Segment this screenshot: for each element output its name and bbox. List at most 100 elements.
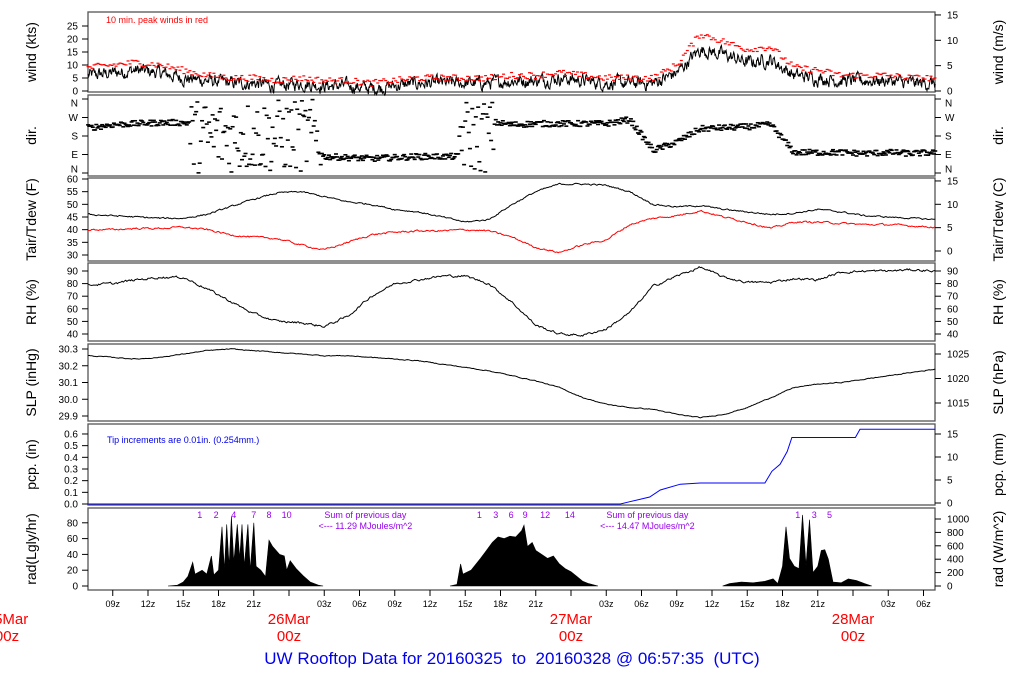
wind-series-wind-speed	[87, 43, 936, 97]
x-tick-label: 21z	[810, 599, 825, 609]
rad-daily-sum-value: <--- 14.47 MJoules/m^2	[600, 521, 695, 531]
rad-hour-label: 1	[795, 510, 800, 520]
pcp-ylabel-right: pcp. (mm)	[990, 433, 1006, 496]
dir-ytick-label-right: W	[945, 113, 955, 124]
rh-ytick-label-right: 50	[947, 317, 959, 328]
rad-hour-label: 8	[267, 510, 272, 520]
rad-ytick-label: 60	[67, 534, 79, 545]
pcp-ytick-label-right: 5	[947, 476, 953, 487]
wind-ytick-label-right: 10	[947, 36, 959, 47]
pcp-annotation: Tip increments are 0.01in. (0.254mm.)	[107, 435, 259, 445]
slp-ytick-label: 30.1	[59, 378, 79, 389]
rad-hour-label: 3	[493, 510, 498, 520]
slp-ylabel: SLP (inHg)	[23, 348, 39, 416]
pcp-ytick-label: 0.3	[64, 464, 78, 475]
rad-day-1-area	[167, 516, 324, 587]
x-date-label: 28Mar	[832, 611, 875, 628]
pcp-ylabel: pcp. (in)	[23, 439, 39, 490]
temp-ytick-label: 55	[67, 187, 79, 198]
x-tick-label: 03z	[881, 599, 896, 609]
dir-ytick-label-right: N	[945, 99, 952, 110]
dir-ytick-label: W	[69, 113, 79, 124]
x-date-time-label: 00z	[841, 628, 865, 645]
rad-ytick-label: 40	[67, 550, 79, 561]
rad-day-2-area	[449, 524, 599, 587]
temp-ytick-label: 35	[67, 238, 79, 249]
rad-hour-label: 9	[523, 510, 528, 520]
pcp-ytick-label-right: 0	[947, 499, 953, 510]
temp-ytick-label-right: 0	[947, 247, 953, 258]
x-tick-label: 09z	[105, 599, 120, 609]
slp-ytick-label: 30.2	[59, 361, 79, 372]
rad-hour-label: 14	[565, 510, 575, 520]
rad-hour-label: 1	[477, 510, 482, 520]
temp-ytick-label-right: 10	[947, 200, 959, 211]
x-date-time-label: 00z	[0, 628, 19, 645]
pcp-ytick-label: 0.1	[64, 488, 78, 499]
rad-hour-label: 4	[231, 510, 236, 520]
x-tick-label: 03z	[599, 599, 614, 609]
x-tick-label: 09z	[387, 599, 402, 609]
rad-ytick-label: 80	[67, 518, 79, 529]
x-tick-label: 15z	[176, 599, 191, 609]
wind-ylabel-right: wind (m/s)	[990, 20, 1006, 86]
x-tick-label: 06z	[352, 599, 367, 609]
slp-ytick-label: 30.3	[59, 345, 79, 356]
temp-ytick-label: 60	[67, 175, 79, 186]
rh-ytick-label: 50	[67, 317, 79, 328]
temp-ytick-label: 30	[67, 250, 79, 261]
dir-ytick-label: S	[71, 132, 78, 143]
rh-series-rh	[87, 266, 936, 337]
x-tick-label: 18z	[493, 599, 508, 609]
temp-series-tdew	[87, 209, 936, 254]
temp-panel-frame	[87, 177, 936, 262]
dir-ytick-label: E	[71, 150, 78, 161]
rad-hour-label: 2	[214, 510, 219, 520]
pcp-series-accumulation	[88, 428, 936, 505]
dir-ylabel: dir.	[23, 126, 39, 145]
wind-ytick-label: 10	[67, 61, 79, 72]
x-tick-label: 06z	[634, 599, 649, 609]
temp-ytick-label: 40	[67, 225, 79, 236]
rh-ytick-label-right: 40	[947, 330, 959, 341]
pcp-ytick-label: 0.4	[64, 453, 78, 464]
rad-hour-label: 5	[827, 510, 832, 520]
x-date-time-label: 00z	[277, 628, 301, 645]
x-tick-label: 12z	[705, 599, 720, 609]
pcp-panel-frame	[87, 423, 936, 506]
slp-panel-frame	[87, 343, 936, 422]
slp-ytick-label: 30.0	[59, 395, 79, 406]
slp-ylabel-right: SLP (hPa)	[990, 350, 1006, 414]
rad-hour-label: 6	[509, 510, 514, 520]
rad-ytick-label: 0	[72, 582, 78, 593]
x-tick-label: 21z	[528, 599, 543, 609]
temp-ytick-label-right: 15	[947, 176, 959, 187]
rad-panel-frame	[87, 507, 936, 591]
x-tick-label: 12z	[141, 599, 156, 609]
slp-series-slp	[88, 348, 936, 419]
rh-ytick-label: 70	[67, 292, 79, 303]
x-tick-label: 06z	[916, 599, 931, 609]
wind-ytick-label-right: 15	[947, 10, 959, 21]
pcp-ytick-label: 0.2	[64, 476, 78, 487]
dir-ytick-label-right: S	[945, 132, 952, 143]
dir-panel-frame	[87, 94, 936, 177]
wind-annotation: 10 min. peak winds in red	[106, 15, 208, 25]
dir-ytick-label-right: E	[945, 150, 952, 161]
rad-day-3-area	[722, 514, 872, 587]
rad-hour-label: 3	[812, 510, 817, 520]
dir-ytick-label-right: N	[945, 165, 952, 176]
temp-ytick-label: 50	[67, 200, 79, 211]
x-tick-label: 09z	[669, 599, 684, 609]
x-date-label: 26Mar	[268, 611, 311, 628]
x-date-time-label: 00z	[559, 628, 583, 645]
rad-ytick-label-right: 600	[947, 541, 964, 552]
wind-ytick-label: 15	[67, 48, 79, 59]
rad-hour-label: 10	[282, 510, 292, 520]
wind-ylabel: wind (kts)	[23, 22, 39, 83]
temp-series-tair	[87, 182, 936, 223]
rh-ytick-label-right: 90	[947, 267, 959, 278]
rad-ytick-label-right: 400	[947, 555, 964, 566]
rad-hour-label: 1	[197, 510, 202, 520]
